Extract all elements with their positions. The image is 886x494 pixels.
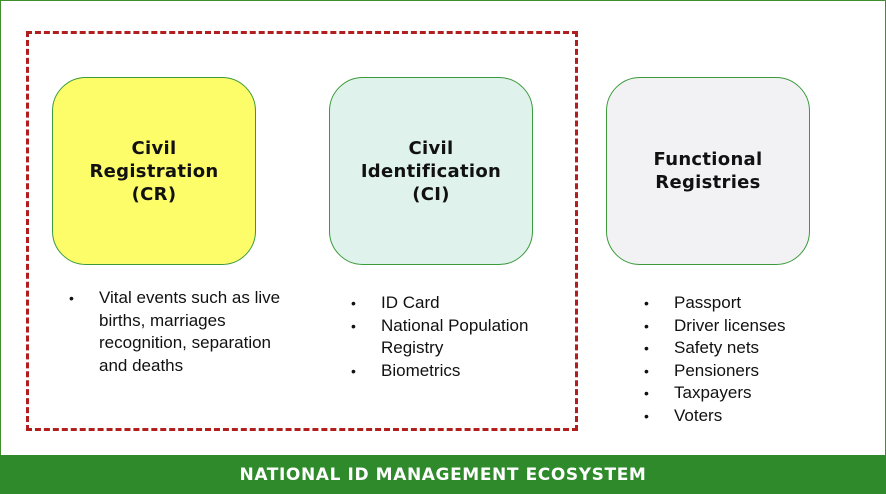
title-line: Registration — [89, 160, 219, 182]
functional-registries-title: Functional Registries — [654, 148, 763, 194]
civil-identification-box: Civil Identification (CI) — [329, 77, 533, 265]
list-item: Vital events such as live births, marria… — [69, 287, 289, 377]
cr-ci-group-outline — [26, 31, 578, 431]
title-line: Identification — [360, 160, 502, 182]
civil-identification-title: Civil Identification (CI) — [361, 137, 501, 206]
title-line: Functional — [653, 149, 763, 170]
footer-title: NATIONAL ID MANAGEMENT ECOSYSTEM — [239, 464, 647, 485]
title-line: Civil — [131, 137, 177, 159]
civil-registration-list: Vital events such as live births, marria… — [69, 287, 289, 377]
footer-banner: NATIONAL ID MANAGEMENT ECOSYSTEM — [0, 455, 886, 494]
list-item: Pensioners — [644, 360, 844, 383]
list-item: National Population Registry — [351, 315, 566, 360]
title-line: Registries — [655, 172, 761, 193]
list-item: Biometrics — [351, 360, 566, 383]
list-item: Voters — [644, 405, 844, 428]
civil-registration-box: Civil Registration (CR) — [52, 77, 256, 265]
title-line: Civil — [408, 137, 454, 159]
civil-identification-list: ID Card National Population Registry Bio… — [351, 292, 566, 382]
functional-registries-box: Functional Registries — [606, 77, 810, 265]
functional-registries-list: Passport Driver licenses Safety nets Pen… — [644, 292, 844, 427]
list-item: Driver licenses — [644, 315, 844, 338]
title-line: (CI) — [412, 183, 450, 205]
list-item: ID Card — [351, 292, 566, 315]
list-item: Taxpayers — [644, 382, 844, 405]
civil-registration-title: Civil Registration (CR) — [89, 137, 218, 206]
list-item: Safety nets — [644, 337, 844, 360]
title-line: (CR) — [131, 183, 177, 205]
list-item: Passport — [644, 292, 844, 315]
